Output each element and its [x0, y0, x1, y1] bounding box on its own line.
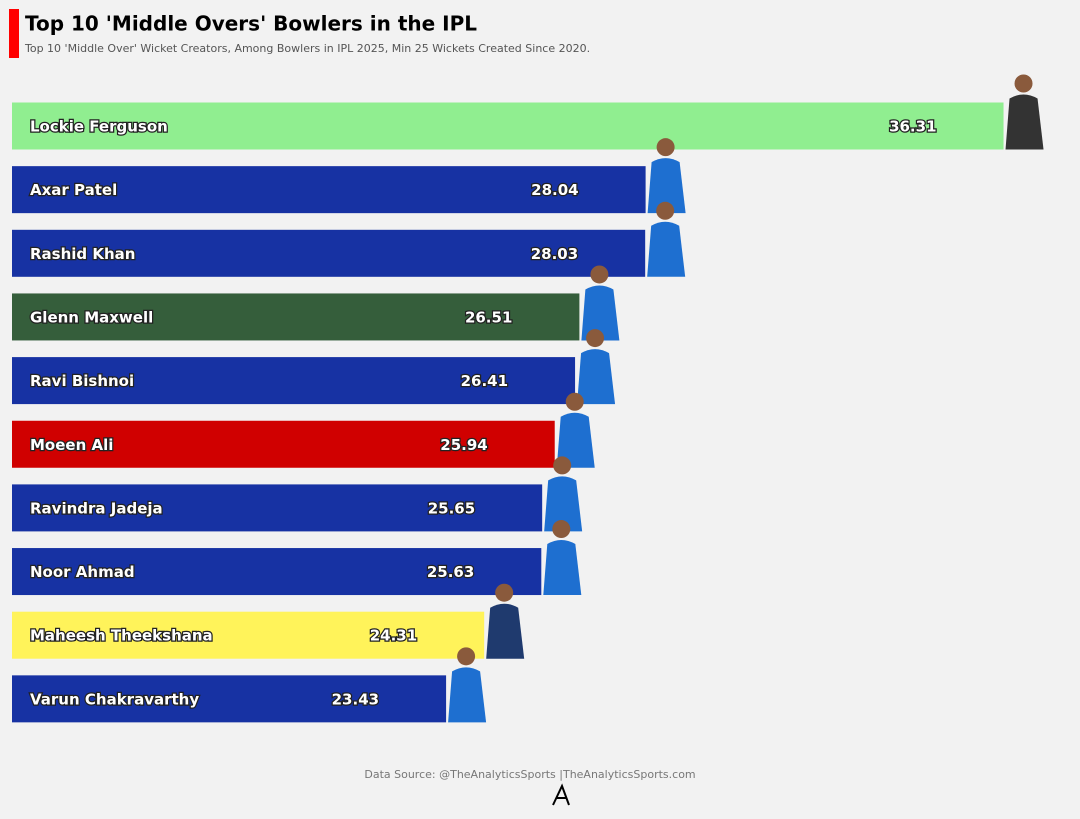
value-label: 28.03	[531, 245, 578, 263]
value-label: 25.94	[440, 436, 487, 454]
logo	[552, 783, 570, 806]
player-body	[544, 476, 583, 532]
category-label: Rashid Khan	[30, 245, 135, 263]
player-head	[457, 647, 476, 666]
player-head	[590, 265, 609, 284]
player-head	[552, 520, 571, 539]
bar	[12, 357, 576, 405]
player-head	[1014, 74, 1033, 93]
player-body	[543, 540, 582, 596]
bar	[12, 102, 1004, 150]
value-label: 25.63	[427, 563, 474, 581]
value-label: 26.51	[465, 308, 512, 326]
bar	[12, 548, 542, 596]
category-label: Moeen Ali	[30, 436, 113, 454]
player-head	[656, 138, 675, 157]
source-note: Data Source: @TheAnalyticsSports |TheAna…	[364, 768, 695, 781]
bar	[12, 611, 485, 659]
chart-title: Top 10 'Middle Overs' Bowlers in the IPL	[25, 12, 477, 36]
bar	[12, 293, 580, 341]
category-label: Noor Ahmad	[30, 563, 135, 581]
value-label: 28.04	[531, 181, 578, 199]
player-body	[556, 412, 595, 468]
category-label: Axar Patel	[30, 181, 117, 199]
player-body	[647, 221, 686, 277]
bar	[12, 675, 447, 723]
category-label: Varun Chakravarthy	[30, 690, 199, 708]
player-body	[577, 349, 616, 405]
player-head	[553, 456, 572, 475]
value-label: 26.41	[461, 372, 508, 390]
value-label: 24.31	[370, 627, 417, 645]
value-label: 36.31	[889, 118, 936, 136]
player-body	[486, 603, 525, 659]
player-head	[586, 329, 605, 348]
category-label: Ravi Bishnoi	[30, 372, 134, 390]
bar	[12, 420, 555, 468]
value-label: 23.43	[332, 690, 379, 708]
category-label: Glenn Maxwell	[30, 308, 153, 326]
player-head	[656, 201, 675, 220]
category-label: Ravindra Jadeja	[30, 499, 163, 517]
category-label: Lockie Ferguson	[30, 118, 168, 136]
category-label: Maheesh Theekshana	[30, 627, 213, 645]
title-accent	[9, 9, 19, 58]
bar	[12, 229, 646, 277]
bar	[12, 166, 646, 214]
chart-subtitle: Top 10 'Middle Over' Wicket Creators, Am…	[24, 42, 590, 55]
player-body	[448, 667, 487, 723]
value-label: 25.65	[428, 499, 475, 517]
player-body	[581, 285, 620, 341]
player-head	[565, 392, 584, 411]
player-body	[1005, 94, 1044, 150]
player-head	[495, 583, 514, 602]
player-body	[647, 158, 686, 214]
bar	[12, 484, 543, 532]
